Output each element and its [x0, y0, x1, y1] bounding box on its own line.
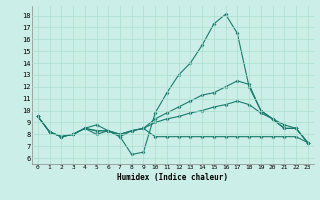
- X-axis label: Humidex (Indice chaleur): Humidex (Indice chaleur): [117, 173, 228, 182]
